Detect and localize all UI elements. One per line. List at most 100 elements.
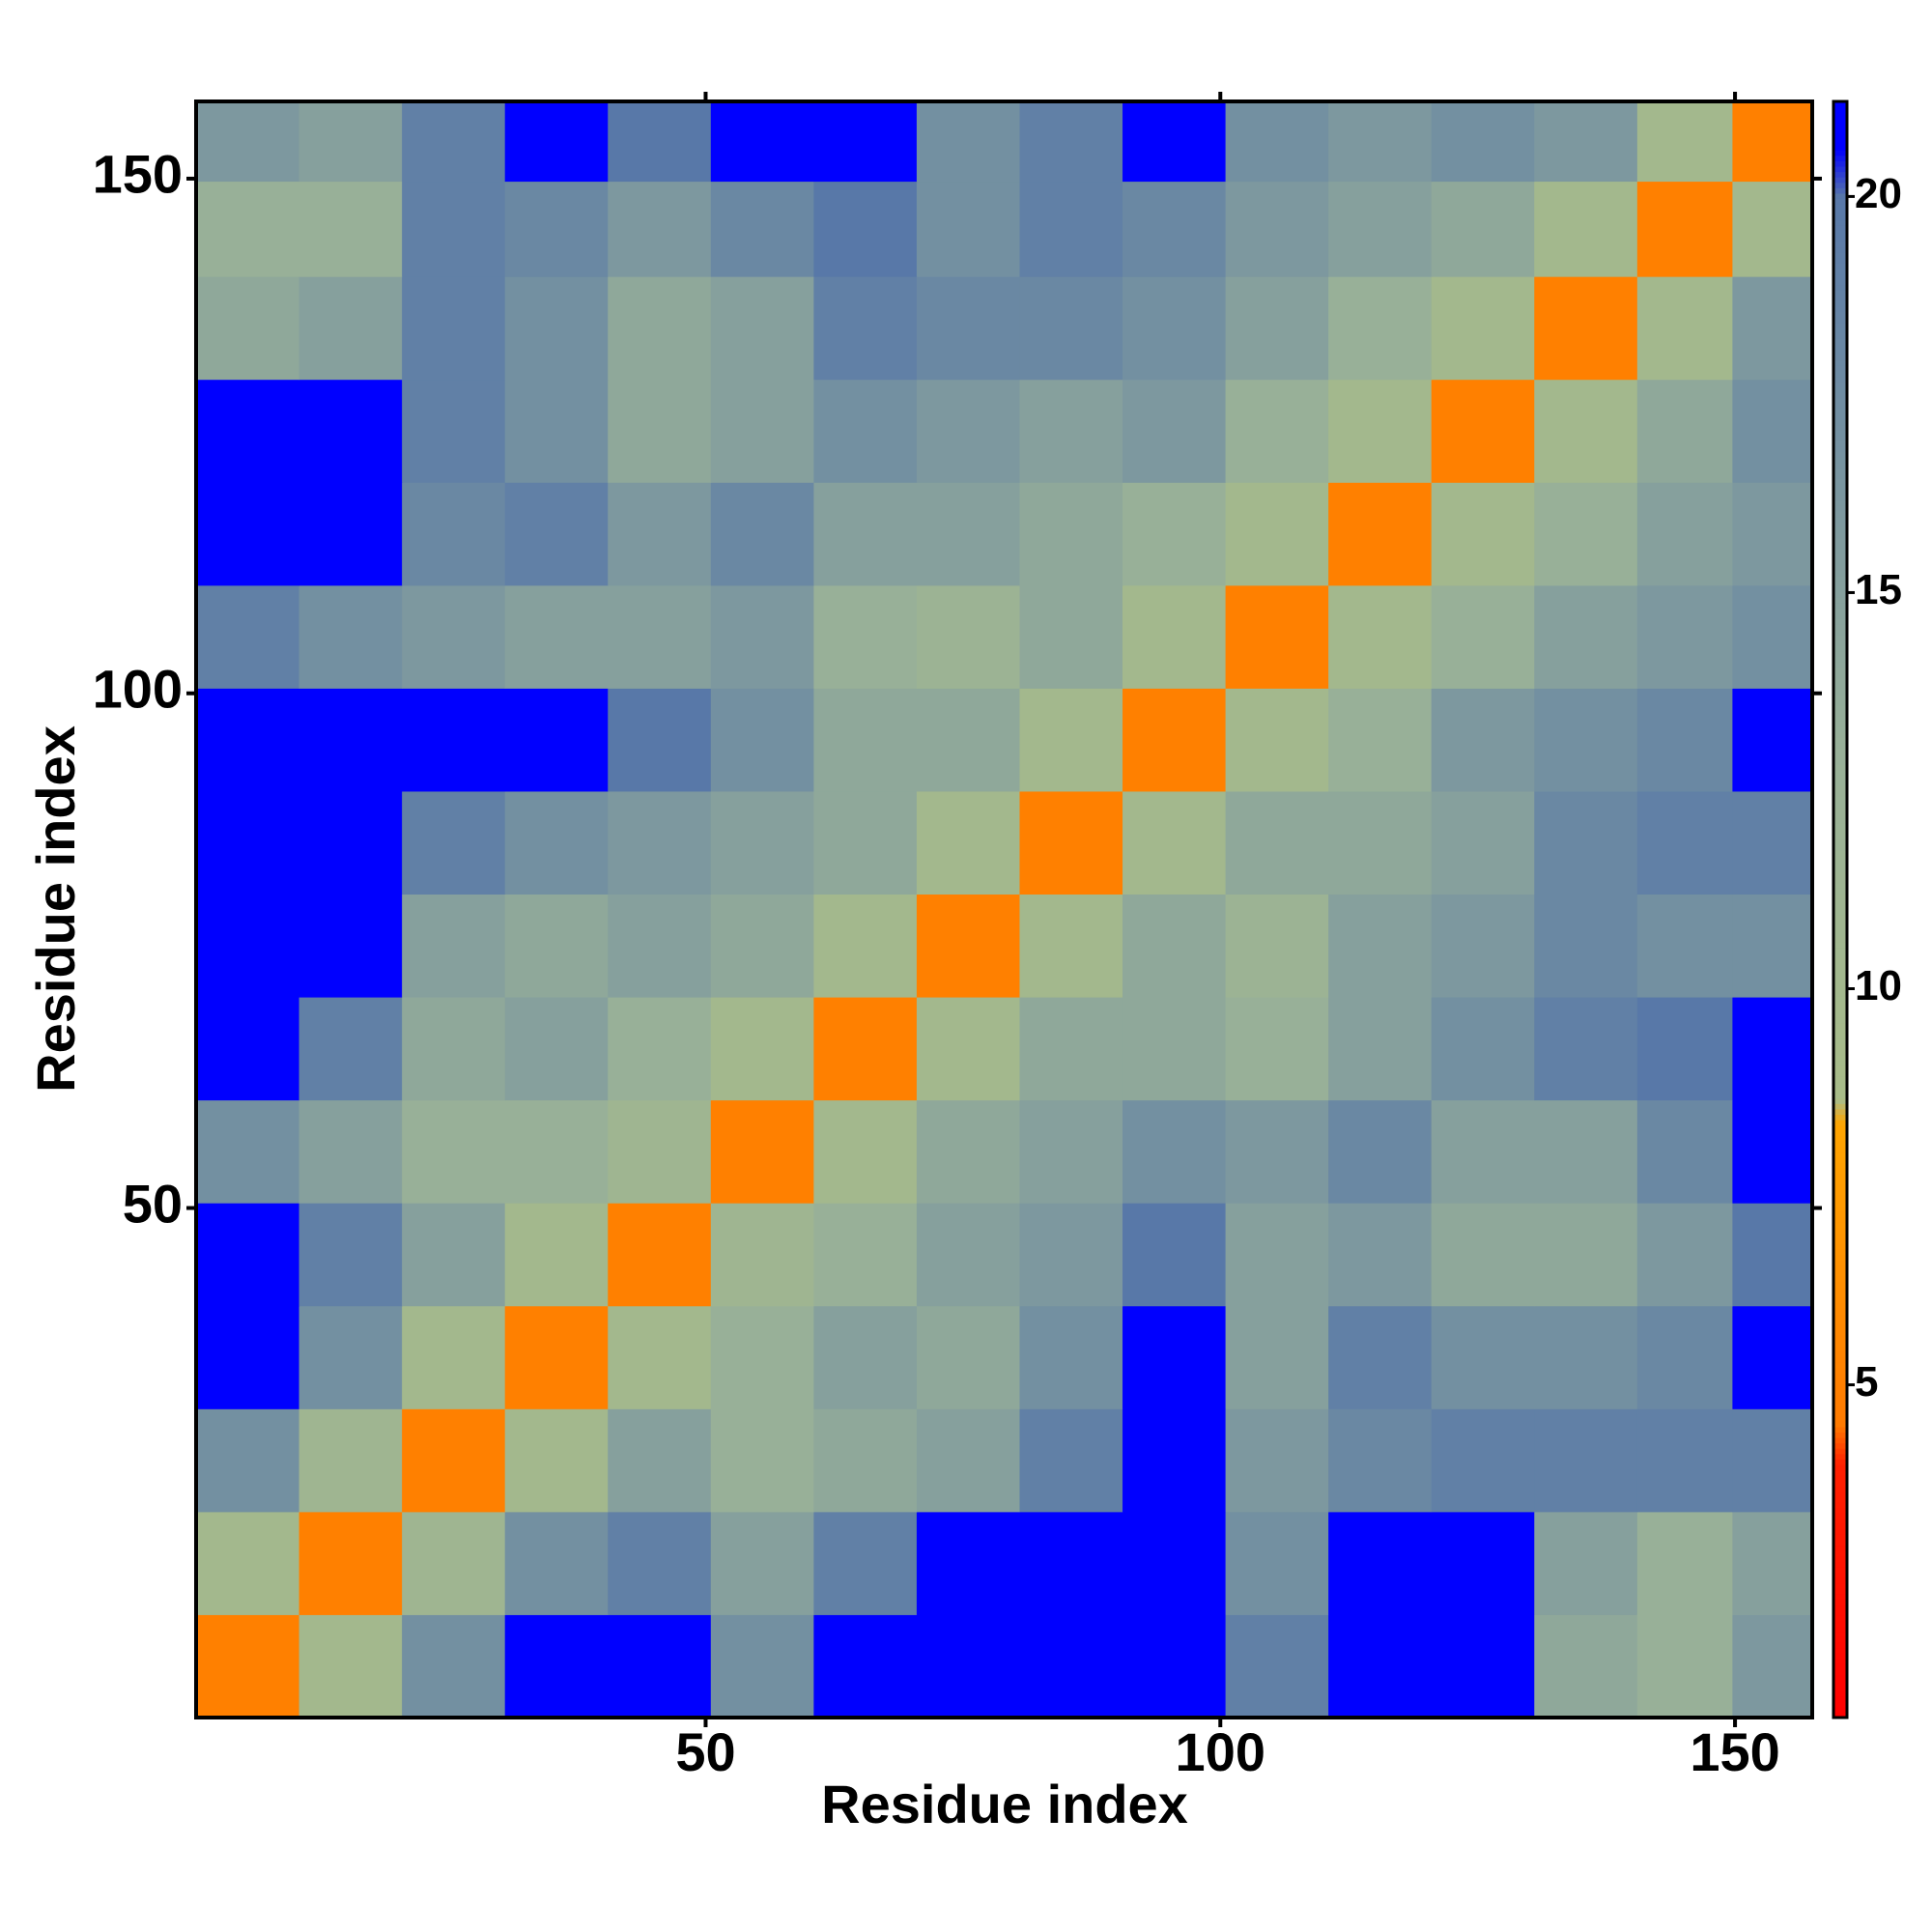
colorbar-slice (1833, 1076, 1847, 1083)
heatmap-cell (1122, 1408, 1227, 1513)
colorbar-slice (1833, 327, 1847, 334)
colorbar-slice (1833, 543, 1847, 550)
colorbar-slice (1833, 1097, 1847, 1104)
heatmap-cell (710, 101, 814, 183)
heatmap-cell (1732, 1099, 1813, 1204)
colorbar-slice (1833, 623, 1847, 631)
heatmap-cell (1328, 1305, 1433, 1409)
heatmap-cell (1225, 379, 1329, 483)
x-tick-label: 150 (1690, 1721, 1779, 1782)
heatmap-cell (710, 688, 814, 792)
heatmap-cell (1431, 1511, 1535, 1615)
heatmap-cell (196, 1408, 300, 1513)
heatmap-cell (1328, 997, 1433, 1101)
colorbar-slice (1833, 974, 1847, 980)
heatmap-cell (298, 1305, 403, 1409)
colorbar-slice (1833, 1346, 1847, 1352)
heatmap-cell (1636, 584, 1733, 689)
heatmap-cell (196, 482, 300, 586)
heatmap-cell (298, 101, 403, 183)
colorbar-slice (1833, 1701, 1847, 1708)
colorbar-slice (1833, 650, 1847, 657)
heatmap-cell (504, 894, 609, 998)
colorbar-slice (1833, 1615, 1847, 1622)
colorbar-slice (1833, 1528, 1847, 1535)
colorbar-slice (1833, 1022, 1847, 1029)
colorbar-slice (1833, 440, 1847, 447)
colorbar-slice (1833, 526, 1847, 533)
heatmap-cell (196, 790, 300, 895)
colorbar-slice (1833, 1361, 1847, 1369)
colorbar-slice (1833, 1248, 1847, 1256)
colorbar-slice (1833, 1367, 1847, 1374)
colorbar-slice (1833, 457, 1847, 464)
heatmap-cell (1328, 379, 1433, 483)
heatmap-cell (608, 1614, 712, 1719)
heatmap-cell (1732, 101, 1813, 183)
colorbar-slice (1833, 796, 1847, 803)
heatmap-cell (402, 181, 506, 277)
heatmap-cell (710, 1614, 814, 1719)
colorbar-slice (1833, 187, 1847, 194)
colorbar-slice (1833, 1539, 1847, 1547)
colorbar-slice (1833, 1151, 1847, 1158)
colorbar-slice (1833, 192, 1847, 199)
colorbar-slice (1833, 790, 1847, 797)
colorbar-tick-label: 10 (1855, 962, 1902, 1009)
colorbar-slice (1833, 1653, 1847, 1660)
colorbar-slice (1833, 683, 1847, 690)
colorbar-slice (1833, 1313, 1847, 1320)
colorbar-slice (1833, 1173, 1847, 1179)
heatmap-cell (402, 1614, 506, 1719)
colorbar-slice (1833, 182, 1847, 188)
colorbar-slice (1833, 1545, 1847, 1551)
colorbar-slice (1833, 1108, 1847, 1116)
colorbar-slice (1833, 1437, 1847, 1444)
colorbar-slice (1833, 850, 1847, 857)
colorbar-slice (1833, 133, 1847, 140)
heatmap-cell (1328, 1511, 1433, 1615)
heatmap-cell (608, 1099, 712, 1204)
heatmap-cell (402, 1408, 506, 1513)
colorbar-slice (1833, 128, 1847, 135)
colorbar-slice (1833, 349, 1847, 355)
heatmap-cell (1534, 688, 1638, 792)
heatmap-cell (402, 790, 506, 895)
colorbar-slice (1833, 1383, 1847, 1390)
colorbar-slice (1833, 392, 1847, 399)
x-axis-title: Residue index (821, 1774, 1188, 1834)
colorbar-slice (1833, 1663, 1847, 1670)
heatmap-cell (1732, 1614, 1813, 1719)
colorbar-slice (1833, 1350, 1847, 1357)
heatmap-cell (196, 379, 300, 483)
heatmap-cell (1019, 276, 1123, 381)
heatmap-cell (1328, 688, 1433, 792)
colorbar-slice (1833, 1415, 1847, 1422)
heatmap-cell (710, 181, 814, 277)
heatmap-cell (1431, 1099, 1535, 1204)
heatmap-cell (608, 1203, 712, 1307)
heatmap-cell (298, 1614, 403, 1719)
heatmap-cell (1534, 1099, 1638, 1204)
colorbar-slice (1833, 1146, 1847, 1153)
heatmap-cell (298, 688, 403, 792)
colorbar-slice (1833, 290, 1847, 297)
heatmap-cell (298, 997, 403, 1101)
heatmap-cell (916, 997, 1020, 1101)
heatmap-cell (1534, 1408, 1638, 1513)
heatmap-cell (196, 1099, 300, 1204)
colorbar-slice (1833, 532, 1847, 539)
heatmap-cell (504, 1305, 609, 1409)
colorbar-slice (1833, 1124, 1847, 1131)
colorbar-slice (1833, 483, 1847, 491)
colorbar-slice (1833, 990, 1847, 997)
colorbar-slice (1833, 510, 1847, 518)
colorbar-slice (1833, 672, 1847, 679)
colorbar-slice (1833, 1695, 1847, 1702)
colorbar-slice (1833, 817, 1847, 824)
colorbar-slice (1833, 947, 1847, 953)
heatmap-cell (1122, 790, 1227, 895)
colorbar-slice (1833, 478, 1847, 485)
colorbar-slice (1833, 1055, 1847, 1062)
